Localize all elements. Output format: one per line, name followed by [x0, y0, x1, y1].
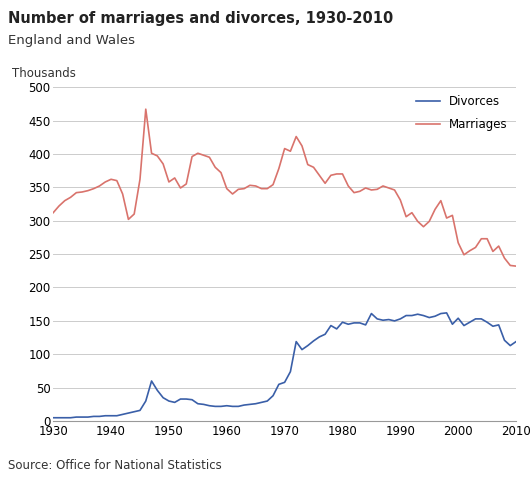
- Divorces: [392, 318, 398, 324]
- Divorces: [444, 310, 450, 316]
- Text: England and Wales: England and Wales: [8, 34, 135, 47]
- Marriages: [143, 106, 149, 112]
- Marriages: [472, 244, 479, 250]
- Line: Divorces: Divorces: [53, 313, 516, 418]
- Marriages: [397, 197, 404, 203]
- Text: Thousands: Thousands: [12, 67, 76, 80]
- Marriages: [310, 165, 317, 170]
- Marriages: [513, 263, 519, 269]
- Divorces: [455, 315, 461, 321]
- Marriages: [50, 210, 56, 215]
- Marriages: [432, 207, 438, 212]
- Marriages: [455, 240, 461, 246]
- Divorces: [305, 343, 311, 348]
- Legend: Divorces, Marriages: Divorces, Marriages: [411, 91, 512, 136]
- Divorces: [513, 339, 519, 345]
- Marriages: [345, 183, 352, 189]
- Divorces: [426, 315, 433, 320]
- Text: Number of marriages and divorces, 1930-2010: Number of marriages and divorces, 1930-2…: [8, 11, 393, 26]
- Divorces: [472, 316, 479, 322]
- Divorces: [339, 319, 346, 325]
- Divorces: [50, 415, 56, 421]
- Line: Marriages: Marriages: [53, 109, 516, 266]
- Text: Source: Office for National Statistics: Source: Office for National Statistics: [8, 459, 222, 472]
